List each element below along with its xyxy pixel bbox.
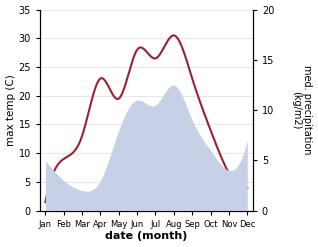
Y-axis label: max temp (C): max temp (C) bbox=[5, 74, 16, 146]
X-axis label: date (month): date (month) bbox=[105, 231, 188, 242]
Y-axis label: med. precipitation
(kg/m2): med. precipitation (kg/m2) bbox=[291, 65, 313, 155]
